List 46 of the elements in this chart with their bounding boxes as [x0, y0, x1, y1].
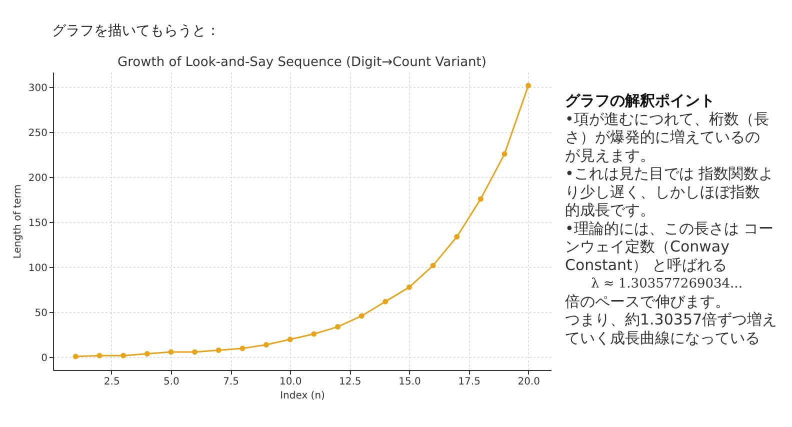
x-tick-label: 17.5	[458, 376, 480, 388]
point	[502, 151, 508, 157]
y-axis-title: Length of term	[12, 184, 24, 259]
point	[335, 324, 340, 330]
point	[526, 82, 532, 88]
x-tick-label: 2.5	[104, 376, 120, 388]
y-tick-label: 150	[28, 218, 48, 229]
point	[358, 313, 364, 319]
point	[454, 234, 460, 240]
text: •理論的には、この長さは コーンウェイ定数（Conway Constant） と呼ばれる	[565, 219, 774, 274]
x-axis-title: Index (n)	[280, 390, 326, 402]
point	[264, 342, 269, 348]
x-tick-label: 20.0	[518, 376, 540, 388]
point	[72, 354, 78, 360]
y-tick-label: 300	[28, 82, 48, 94]
text: グラフの解釈ポイント	[565, 92, 715, 110]
point	[311, 331, 317, 337]
x-tick-label: 10.0	[279, 376, 302, 388]
y-tick-label: 0	[41, 352, 48, 364]
text: 倍のペースで伸びます。	[565, 292, 730, 310]
point	[382, 298, 388, 304]
y-tick-label: 250	[28, 128, 48, 139]
text: グラフを描いてもらうと：	[52, 23, 220, 39]
text: •項が進むにつれて、桁数（長さ）が爆発的に増えているのが見えます。	[565, 110, 769, 164]
text: λ ≈ 1.303577269034...	[591, 276, 742, 292]
point	[406, 284, 412, 290]
point	[168, 349, 174, 355]
point	[96, 352, 102, 358]
x-tick-label: 7.5	[223, 376, 239, 388]
point	[144, 351, 150, 357]
point	[287, 336, 293, 342]
point	[120, 352, 126, 358]
text: つまり、約1.30357倍ずつ増えていく成長曲線になっている	[565, 310, 778, 347]
chart-title: Growth of Look-and-Say Sequence (Digit→Count Variant)	[118, 55, 486, 70]
text: •これは見た目では 指数関数より少し遅く、しかしほぼ指数的成長です。	[565, 164, 774, 219]
y-tick-label: 50	[34, 308, 48, 319]
x-tick-label: 12.5	[339, 376, 362, 388]
point	[192, 349, 198, 355]
point	[240, 346, 246, 352]
point	[216, 347, 222, 353]
x-tick-label: 15.0	[398, 376, 421, 388]
point	[430, 262, 436, 268]
point	[478, 196, 484, 202]
y-tick-label: 200	[28, 172, 48, 184]
y-tick-label: 100	[28, 262, 48, 274]
x-tick-label: 5.0	[163, 376, 180, 388]
